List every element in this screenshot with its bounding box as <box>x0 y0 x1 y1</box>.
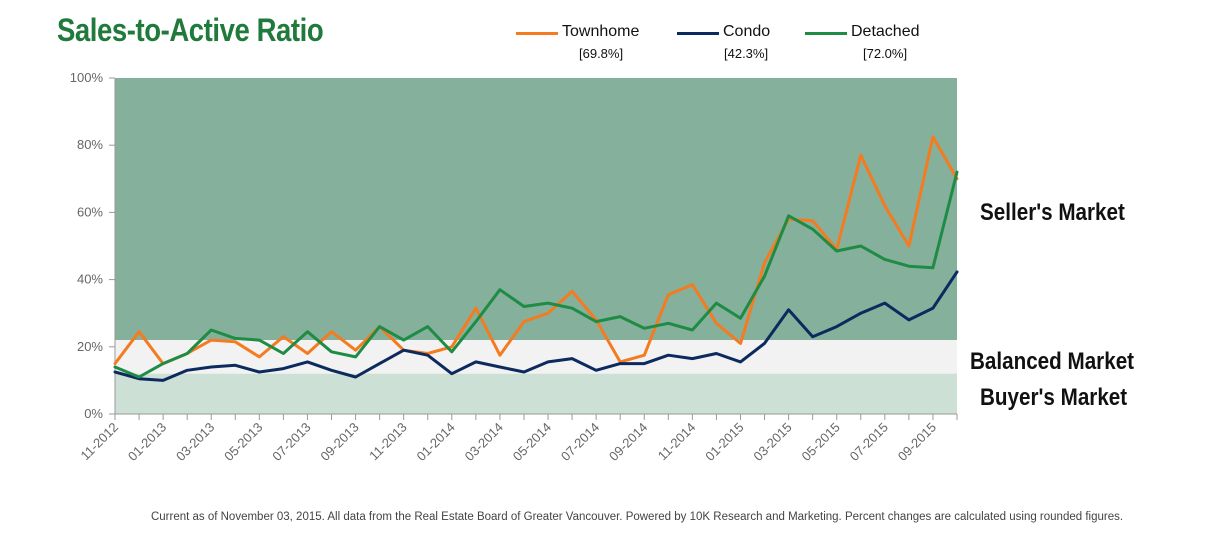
x-tick-label: 09-2015 <box>895 420 939 464</box>
band-label-buyers-market: Buyer's Market <box>980 384 1128 411</box>
x-tick-label: 09-2014 <box>606 420 650 464</box>
footer-note: Current as of November 03, 2015. All dat… <box>150 511 1124 523</box>
band-buyer-s-market <box>115 373 957 414</box>
legend-value-condo: [42.3%] <box>724 46 769 61</box>
x-tick-label: 01-2014 <box>414 420 458 464</box>
legend-swatch-townhome <box>516 32 558 35</box>
band-seller-s-market <box>115 78 957 341</box>
x-tick-label: 05-2013 <box>221 420 265 464</box>
legend-swatch-condo <box>677 32 719 35</box>
x-tick-label: 01-2013 <box>125 420 169 464</box>
x-tick-label: 03-2015 <box>750 420 794 464</box>
series-line-condo <box>113 270 959 382</box>
chart-plot: 0%20%40%60%80%100%11-2012 01-2013 03-2013 0… <box>70 70 959 464</box>
x-tick-label: 07-2013 <box>269 420 313 464</box>
x-tick-label: 01-2015 <box>702 420 746 464</box>
legend-label-detached: Detached <box>851 23 920 40</box>
legend-label-condo: Condo <box>723 23 771 40</box>
y-tick-label: 60% <box>77 204 103 219</box>
x-tick-label: 05-2014 <box>510 420 554 464</box>
legend-label-townhome: Townhome <box>562 23 640 40</box>
y-tick-label: 0% <box>84 406 103 421</box>
x-tick-label: 11-2014 <box>655 420 699 464</box>
x-tick-label: 11-2013 <box>366 420 410 464</box>
legend: Townhome [69.8%] Condo [42.3%] Detached … <box>0 22 1224 67</box>
legend-swatch-detached <box>805 32 847 35</box>
band-label-sellers-market: Seller's Market <box>980 199 1125 226</box>
band-label-balanced-market: Balanced Market <box>970 348 1135 375</box>
y-tick-label: 100% <box>70 70 104 85</box>
chart-title: Sales-to-Active Ratio <box>57 12 324 48</box>
x-tick-label: 07-2014 <box>558 420 602 464</box>
x-tick-label: 03-2014 <box>462 420 506 464</box>
x-tick-label: 09-2013 <box>317 420 361 464</box>
series-line-townhome <box>113 135 959 366</box>
x-tick-label: 05-2015 <box>798 420 842 464</box>
x-tick-label: 07-2015 <box>847 420 891 464</box>
y-tick-label: 20% <box>77 339 103 354</box>
legend-value-townhome: [69.8%] <box>579 46 624 61</box>
x-tick-label: 03-2013 <box>173 420 217 464</box>
y-tick-label: 80% <box>77 137 103 152</box>
series-line-detached <box>113 170 959 379</box>
y-tick-label: 40% <box>77 272 103 287</box>
x-tick-label: 11-2012 <box>77 420 121 464</box>
legend-value-detached: [72.0%] <box>863 46 908 61</box>
